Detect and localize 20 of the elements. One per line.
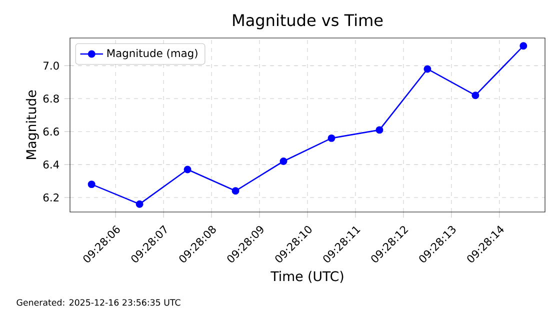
point: [136, 200, 144, 208]
y-tick-label: 6.2: [43, 193, 59, 202]
point: [376, 126, 384, 134]
point: [520, 42, 528, 50]
y-axis-title: Magnitude: [26, 90, 39, 159]
point: [184, 166, 192, 174]
legend-label: Magnitude (mag): [107, 48, 198, 60]
point: [232, 187, 240, 195]
chart-title: Magnitude vs Time: [233, 14, 383, 30]
y-tick-label: 6.4: [43, 160, 60, 169]
text: Generated: 2025-12-16 23:56:35 UTC: [16, 299, 180, 306]
point: [88, 180, 96, 188]
point: [280, 158, 288, 165]
y-tick-label: 6.8: [43, 94, 59, 103]
y-tick-label: 7.0: [44, 62, 59, 70]
point: [472, 92, 480, 100]
y-tick-label: 6.6: [43, 128, 59, 136]
point: [424, 65, 432, 73]
x-axis-title: Time (UTC): [270, 270, 344, 283]
point: [328, 134, 336, 142]
